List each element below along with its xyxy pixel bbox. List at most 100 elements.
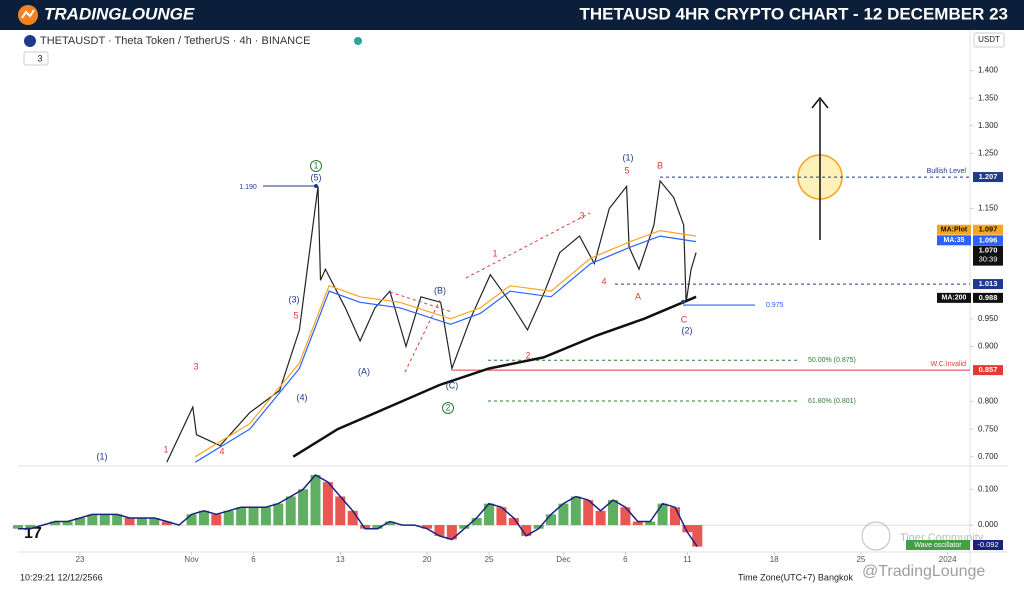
oscillator-bar <box>583 500 594 526</box>
y-tick-label: 0.900 <box>978 342 999 351</box>
oscillator-bar <box>260 507 271 526</box>
wave-label: 3 <box>193 361 198 371</box>
osc-name-bg <box>906 540 970 550</box>
wave-label: (C) <box>446 380 459 390</box>
y-tick-label: 0.950 <box>978 314 999 323</box>
oscillator-bar <box>645 521 656 526</box>
header-title: THETAUSD 4HR CRYPTO CHART - 12 DECEMBER … <box>579 4 1008 23</box>
oscillator-bar <box>521 525 532 536</box>
community-icon <box>861 521 891 551</box>
oscillator-bar <box>310 474 321 526</box>
y2-tick-label: 0.100 <box>978 484 999 493</box>
oscillator-bar <box>223 510 234 526</box>
level-name-bg <box>937 235 971 246</box>
y-tick-label: 0.750 <box>978 424 999 433</box>
oscillator-bar <box>446 525 457 540</box>
x-tick-label: 18 <box>770 555 779 564</box>
price-badge <box>973 292 1003 303</box>
x-tick-label: Dec <box>556 555 570 564</box>
oscillator-bar <box>508 517 519 526</box>
oscillator-bar <box>25 525 36 529</box>
oscillator-bar <box>471 517 482 526</box>
arrow-head <box>811 96 829 109</box>
osc-value: -0.092 <box>977 540 998 549</box>
oscillator-bar <box>570 496 581 526</box>
wave-channel <box>404 299 441 373</box>
fib-label: 61.80% (0.801) <box>808 398 856 405</box>
fib-label: 50.00% (0.875) <box>808 357 856 364</box>
wave-channel <box>389 291 453 313</box>
oscillator-bar <box>149 517 160 526</box>
wave-label: (2) <box>682 325 693 335</box>
price-line <box>166 179 697 463</box>
oscillator-bar <box>186 514 197 526</box>
oscillator-bar <box>347 510 358 526</box>
oscillator-bar <box>682 525 693 533</box>
oscillator-bar <box>198 510 209 526</box>
price-badge <box>973 245 1003 266</box>
oscillator-bar <box>298 489 309 526</box>
level-label: 0.975 <box>766 302 784 309</box>
wave-label: (B) <box>434 285 446 295</box>
oscillator-bar <box>558 503 569 526</box>
indicator-count: 3 <box>37 53 42 63</box>
oscillator-bar <box>248 507 259 526</box>
price-badge <box>973 279 1003 290</box>
currency-box[interactable] <box>973 32 1005 48</box>
level-name: MA:Plot <box>941 227 968 234</box>
oscillator-bar <box>546 514 557 526</box>
symbol-icon <box>24 35 36 47</box>
y-tick-label: 0.700 <box>978 452 999 461</box>
price-badge-label: 1.207 <box>979 172 998 181</box>
timestamp: 10:29:21 12/12/2566 <box>20 572 103 582</box>
oscillator-bar <box>273 503 284 526</box>
wave-label: (4) <box>297 392 308 402</box>
oscillator-bar <box>50 521 61 526</box>
oscillator-bar <box>124 517 135 526</box>
wave-label: (A) <box>358 366 370 376</box>
price-badge-label: 1.013 <box>979 279 998 288</box>
x-tick-label: 11 <box>683 555 692 564</box>
wave-label: 1 <box>313 160 318 170</box>
currency: USDT <box>978 35 1000 44</box>
swing-point <box>681 300 685 304</box>
price-badge-label: 0.988 <box>979 293 998 302</box>
price-badge-label: 0.857 <box>979 365 998 374</box>
oscillator-bar <box>595 510 606 526</box>
wave-label: (1) <box>623 152 634 162</box>
wave-label: (3) <box>289 294 300 304</box>
x-tick-label: 23 <box>76 555 85 564</box>
wave-label: 5 <box>293 310 298 320</box>
x-tick-label: 20 <box>423 555 432 564</box>
oscillator-bar <box>322 482 333 526</box>
wave-label: C <box>681 314 688 324</box>
oscillator-bar <box>496 507 507 526</box>
oscillator-bar <box>360 525 371 529</box>
oscillator-bar <box>285 496 296 526</box>
x-tick-label: 6 <box>623 555 628 564</box>
y-tick-label: 1.300 <box>978 121 999 130</box>
level-name: Bullish Level <box>927 168 967 175</box>
level-name: MA:200 <box>942 295 967 302</box>
logo: TRADINGLOUNGE <box>44 4 195 23</box>
oscillator-bar <box>434 525 445 536</box>
wave-label: 3 <box>579 210 584 220</box>
y-tick-label: 1.150 <box>978 204 999 213</box>
indicator-toggle[interactable] <box>23 51 49 66</box>
oscillator-bar <box>669 507 680 526</box>
oscillator-bar <box>236 507 247 526</box>
oscillator-bar <box>533 525 544 529</box>
oscillator-bar <box>372 525 383 529</box>
wave-channel <box>465 212 591 279</box>
oscillator-bar <box>384 521 395 526</box>
oscillator-bar <box>74 517 85 526</box>
x-tick-label: 2024 <box>939 555 957 564</box>
level-name-bg <box>937 224 971 235</box>
status-dot <box>354 37 362 45</box>
oscillator-bar <box>161 521 172 526</box>
oscillator-bar <box>422 525 433 529</box>
countdown: 30:39 <box>979 255 998 264</box>
y-tick-label: 1.350 <box>978 93 999 102</box>
